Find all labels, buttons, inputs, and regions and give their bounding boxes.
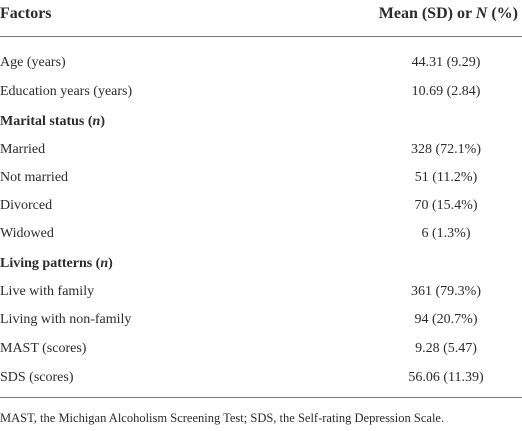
row-value: 44.31 (9.29) (411, 55, 481, 70)
footnote: MAST, the Michigan Alcoholism Screening … (0, 411, 445, 425)
section-label: Marital status (n) (0, 112, 105, 132)
text: Married (0, 142, 46, 157)
row-value: 51 (11.2%) (414, 170, 478, 185)
row-value: 328 (72.1%) (411, 142, 481, 157)
text: Mean (SD) or (378, 5, 476, 22)
row-label: Education years (years) (0, 82, 132, 102)
text: ) (108, 256, 113, 271)
row-label: SDS (scores) (0, 368, 74, 388)
text: (%) (487, 5, 518, 22)
text: Marital status ( (0, 114, 93, 129)
text: Living patterns ( (0, 256, 101, 271)
bottom-rule (0, 397, 522, 398)
row-label: Divorced (0, 196, 52, 216)
row-label: Widowed (0, 224, 54, 244)
text: Not married (0, 170, 69, 185)
row-label: MAST (scores) (0, 339, 86, 359)
text: Age (years) (0, 55, 66, 70)
text: Widowed (0, 226, 54, 241)
section-label: Living patterns (n) (0, 254, 113, 274)
text: Factors (0, 5, 52, 22)
column-header: Factors (0, 4, 52, 24)
italic-text: N (475, 5, 488, 22)
italic-text: n (100, 256, 109, 271)
row-value: 94 (20.7%) (414, 312, 478, 327)
text: Education years (years) (0, 84, 133, 99)
text: Living with non-family (0, 312, 132, 327)
text: ) (100, 114, 106, 129)
row-label: Age (years) (0, 53, 66, 73)
row-value: 10.69 (2.84) (411, 84, 481, 99)
row-label: Not married (0, 168, 68, 188)
row-label: Married (0, 140, 45, 160)
row-value: 9.28 (5.47) (415, 341, 477, 356)
column-header: Mean (SD) or N (%) (379, 4, 518, 24)
header-rule (0, 36, 522, 37)
row-value: 56.06 (11.39) (408, 370, 484, 385)
text: Divorced (0, 198, 53, 213)
text: SDS (scores) (0, 370, 74, 385)
text: Live with family (0, 284, 95, 299)
italic-text: n (92, 114, 101, 129)
text: MAST (scores) (0, 341, 87, 356)
row-value: 361 (79.3%) (411, 284, 481, 299)
row-value: 70 (15.4%) (414, 198, 478, 213)
row-value: 6 (1.3%) (421, 226, 471, 241)
row-label: Living with non-family (0, 310, 131, 330)
row-label: Live with family (0, 282, 94, 302)
